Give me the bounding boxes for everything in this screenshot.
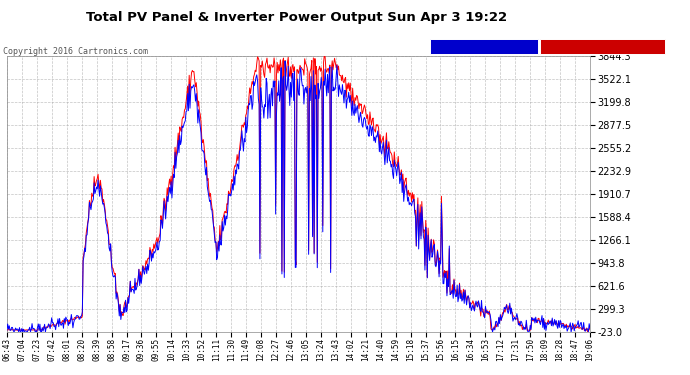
Text: Copyright 2016 Cartronics.com: Copyright 2016 Cartronics.com (3, 47, 148, 56)
Text: Total PV Panel & Inverter Power Output Sun Apr 3 19:22: Total PV Panel & Inverter Power Output S… (86, 11, 507, 24)
Text: PV Panels  (DC Watts): PV Panels (DC Watts) (543, 41, 648, 50)
Text: Grid  (AC Watts): Grid (AC Watts) (433, 41, 513, 50)
